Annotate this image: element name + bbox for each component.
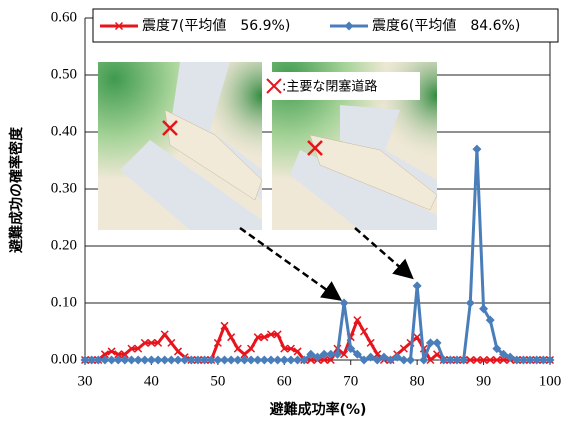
marker — [433, 338, 442, 347]
marker — [466, 299, 475, 308]
x-tick-label: 30 — [78, 373, 93, 389]
marker — [175, 348, 182, 355]
x-tick-label: 40 — [144, 373, 159, 389]
x-tick-label: 60 — [277, 373, 292, 389]
y-tick-label: 0.60 — [51, 9, 77, 25]
marker — [168, 339, 175, 346]
marker — [400, 345, 407, 352]
annotation: :主要な閉塞道路 — [282, 79, 377, 95]
legend-label: 震度6(平均値 84.6%) — [372, 18, 520, 34]
x-axis-label: 避難成功率(%) — [270, 401, 367, 418]
x-tick-label: 80 — [410, 373, 425, 389]
arrow — [355, 228, 410, 276]
x-tick-label: 50 — [210, 373, 225, 389]
y-tick-label: 0.00 — [51, 351, 77, 367]
y-tick-label: 0.20 — [51, 237, 77, 253]
chart: 0.00 0.10 0.20 0.30 0.40 0.50 0.60 30 40 50 60 70 80… — [0, 0, 565, 423]
y-axis-label: 避難成功の確率密度 — [8, 126, 25, 253]
map-insets: :主要な閉塞道路 — [98, 62, 437, 298]
arrow — [240, 228, 338, 298]
marker — [406, 356, 415, 365]
y-tick-label: 0.40 — [51, 123, 77, 139]
marker — [472, 145, 481, 154]
x-tick-label: 100 — [539, 373, 562, 389]
y-tick-label: 0.30 — [51, 180, 77, 196]
marker — [340, 299, 349, 308]
legend-label: 震度7(平均値 56.9%) — [142, 18, 290, 34]
x-tick-label: 70 — [343, 373, 358, 389]
y-tick-label: 0.10 — [51, 294, 77, 310]
x-tick-label: 90 — [476, 373, 491, 389]
y-tick-label: 0.50 — [51, 66, 77, 82]
marker — [413, 281, 422, 290]
marker — [161, 331, 168, 338]
